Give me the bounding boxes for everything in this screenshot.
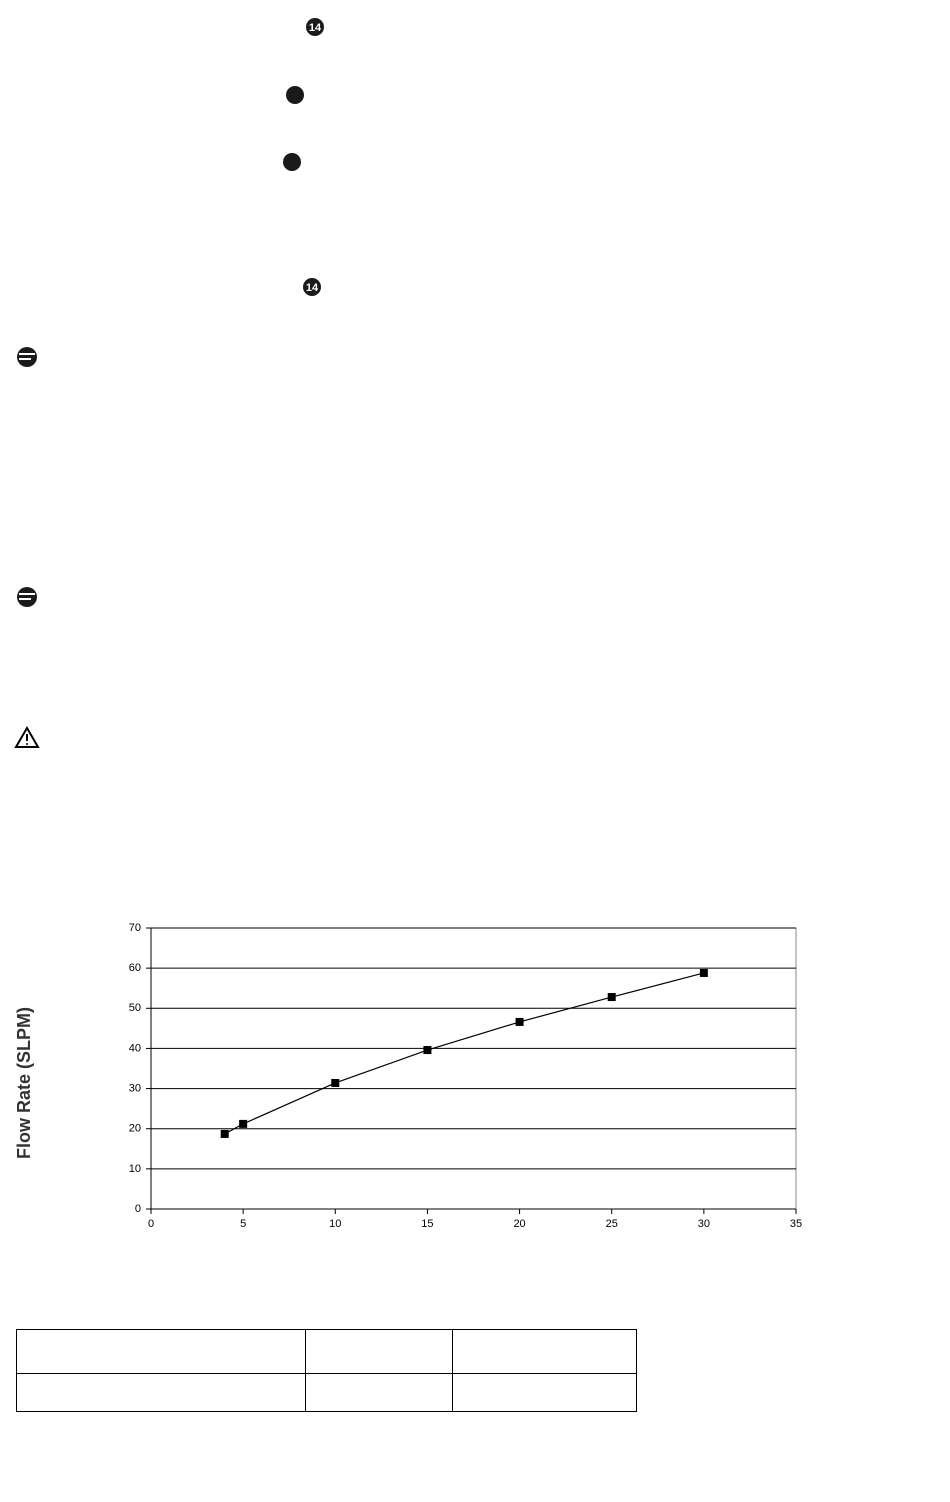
point <box>699 968 708 977</box>
point <box>607 993 616 1002</box>
y-tick-label: 30 <box>129 1082 141 1094</box>
point <box>423 1046 432 1055</box>
point <box>331 1078 340 1087</box>
y-axis-label: Flow Rate (SLPM) <box>14 1007 34 1159</box>
x-tick-label: 10 <box>329 1218 341 1230</box>
bullet <box>286 86 304 104</box>
y-tick-label: 0 <box>135 1203 141 1215</box>
chart: 0 10 20 30 40 50 60 70 0 5 10 15 20 25 30 35 <box>129 922 802 1230</box>
x-tick-label: 5 <box>240 1218 246 1230</box>
y-tick-label: 20 <box>129 1123 141 1135</box>
plot-area <box>150 927 797 1210</box>
badge <box>303 278 321 296</box>
badge-label: 14 <box>306 282 319 294</box>
y-tick-label: 70 <box>129 922 141 934</box>
note-icon <box>17 587 37 607</box>
y-tick-label: 60 <box>129 962 141 974</box>
x-tick-label: 0 <box>148 1218 154 1230</box>
y-tick-label: 40 <box>129 1042 141 1054</box>
series-line <box>224 972 705 1135</box>
point <box>239 1119 248 1128</box>
note-icon <box>17 347 37 367</box>
point <box>515 1017 524 1026</box>
x-tick-label: 15 <box>421 1218 433 1230</box>
y-tick-label: 50 <box>129 1002 141 1014</box>
x-tick-label: 20 <box>513 1218 525 1230</box>
warning-icon <box>14 726 40 748</box>
bullet <box>283 153 301 171</box>
badge-label: 14 <box>309 22 322 34</box>
x-tick-label: 30 <box>698 1218 710 1230</box>
x-tick-label: 35 <box>790 1218 802 1230</box>
y-tick-label: 10 <box>129 1163 141 1175</box>
x-tick-label: 25 <box>606 1218 618 1230</box>
point <box>220 1129 229 1138</box>
table <box>16 1329 637 1412</box>
badge <box>306 18 324 36</box>
